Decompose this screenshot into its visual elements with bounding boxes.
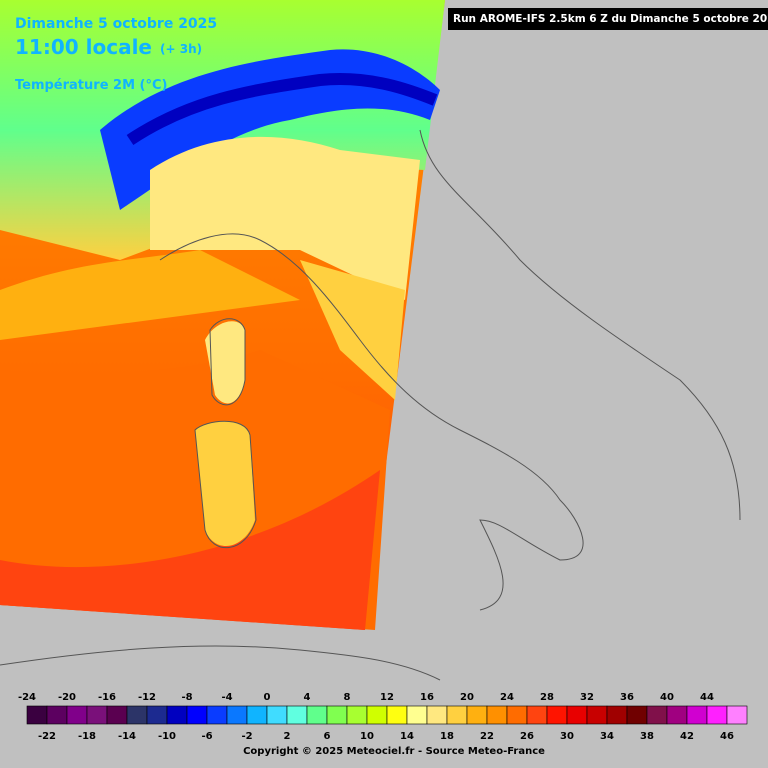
color-swatch [266, 705, 288, 725]
color-swatch [406, 705, 428, 725]
scale-label: 10 [360, 731, 374, 742]
scale-label: 46 [720, 731, 734, 742]
color-swatch [306, 705, 328, 725]
scale-label: -22 [38, 731, 56, 742]
color-swatch [606, 705, 628, 725]
color-swatch [166, 705, 188, 725]
scale-label: 20 [460, 692, 474, 703]
color-swatch [686, 705, 708, 725]
color-swatch [26, 705, 48, 725]
color-swatch [706, 705, 728, 725]
scale-label: -24 [18, 692, 36, 703]
scale-label: 40 [660, 692, 674, 703]
forecast-offset: (+ 3h) [160, 42, 202, 56]
color-swatch [146, 705, 168, 725]
scale-label: 24 [500, 692, 514, 703]
scale-label: 8 [344, 692, 351, 703]
color-swatch [426, 705, 448, 725]
color-swatch [46, 705, 68, 725]
run-info: Run AROME-IFS 2.5km 6 Z du Dimanche 5 oc… [453, 13, 768, 25]
scale-label: 36 [620, 692, 634, 703]
scale-label: 28 [540, 692, 554, 703]
color-swatch [126, 705, 148, 725]
scale-label: -6 [201, 731, 212, 742]
scale-label: 18 [440, 731, 454, 742]
scale-label: -4 [221, 692, 232, 703]
scale-label: 14 [400, 731, 414, 742]
color-swatch [86, 705, 108, 725]
color-swatch [286, 705, 308, 725]
color-swatch [106, 705, 128, 725]
legend-panel [0, 686, 768, 768]
scale-label: 6 [324, 731, 331, 742]
forecast-time: 11:00 locale [15, 35, 152, 59]
scale-label: -18 [78, 731, 96, 742]
color-scale: -24-22-20-18-16-14-12-10-8-6-4-202468101… [18, 692, 748, 742]
color-swatch [726, 705, 748, 725]
color-swatch [626, 705, 648, 725]
scale-label: -16 [98, 692, 116, 703]
scale-label: 42 [680, 731, 694, 742]
temperature-field [0, 0, 445, 630]
color-swatch [586, 705, 608, 725]
color-swatch [66, 705, 88, 725]
scale-label: 12 [380, 692, 394, 703]
color-swatch [226, 705, 248, 725]
scale-label: 38 [640, 731, 654, 742]
color-swatch [446, 705, 468, 725]
scale-label: -8 [181, 692, 192, 703]
scale-label: -20 [58, 692, 76, 703]
color-swatch [186, 705, 208, 725]
color-swatch [386, 705, 408, 725]
color-swatch [566, 705, 588, 725]
scale-label: 2 [284, 731, 291, 742]
color-swatch [246, 705, 268, 725]
color-swatch [346, 705, 368, 725]
scale-label: 30 [560, 731, 574, 742]
color-swatch [206, 705, 228, 725]
color-swatch [466, 705, 488, 725]
scale-label: -14 [118, 731, 136, 742]
color-swatch [666, 705, 688, 725]
scale-label: 22 [480, 731, 494, 742]
scale-label: 32 [580, 692, 594, 703]
scale-label: 16 [420, 692, 434, 703]
scale-label: -2 [241, 731, 252, 742]
color-swatch [646, 705, 668, 725]
coastlines [0, 129, 741, 681]
run-banner [448, 8, 768, 30]
color-swatch [506, 705, 528, 725]
scale-label: 0 [264, 692, 271, 703]
color-swatch [526, 705, 548, 725]
scale-label: 34 [600, 731, 614, 742]
scale-label: -12 [138, 692, 156, 703]
scale-label: 4 [304, 692, 311, 703]
color-swatch [546, 705, 568, 725]
parameter-name: Température 2M (°C) [15, 78, 167, 93]
copyright: Copyright © 2025 Meteociel.fr - Source M… [243, 746, 545, 757]
color-swatch [366, 705, 388, 725]
color-swatch [326, 705, 348, 725]
scale-label: -10 [158, 731, 176, 742]
color-swatch [486, 705, 508, 725]
scale-label: 26 [520, 731, 534, 742]
scale-label: 44 [700, 692, 714, 703]
forecast-date: Dimanche 5 octobre 2025 [15, 16, 217, 32]
